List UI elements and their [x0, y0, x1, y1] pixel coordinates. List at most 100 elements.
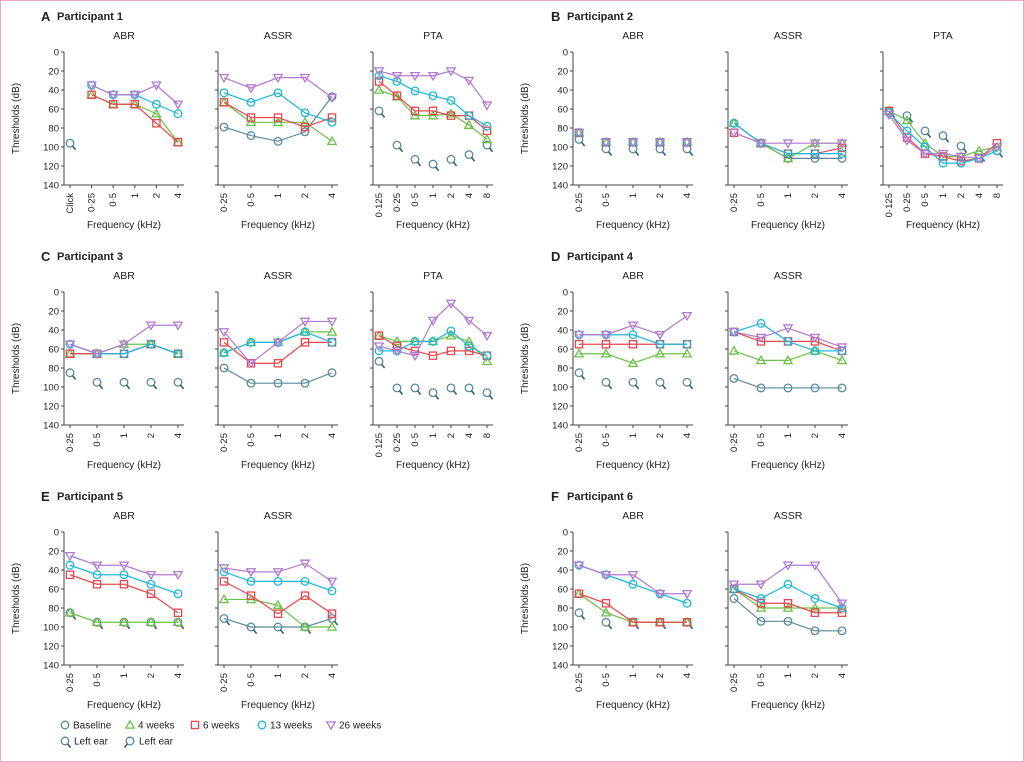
left-ear-tail	[580, 141, 586, 147]
y-tick-label: 40	[557, 566, 568, 577]
x-tick-label: 0·5	[601, 433, 612, 447]
x-tick-label: 2	[151, 193, 162, 198]
series-baseline	[374, 106, 494, 172]
series-line	[223, 101, 333, 128]
data-point	[219, 88, 229, 98]
data-point	[901, 114, 913, 125]
x-tick-label: 0·25	[392, 433, 403, 452]
data-point	[326, 93, 338, 104]
y-tick-label: 20	[557, 67, 568, 78]
data-point	[682, 598, 692, 608]
data-point	[173, 589, 183, 599]
participant-label: Participant 5	[57, 491, 123, 503]
x-tick-label: 1	[783, 193, 794, 198]
data-point	[273, 113, 283, 122]
x-axis-label: Frequency (kHz)	[751, 220, 825, 231]
series-line	[733, 588, 842, 614]
data-point	[654, 348, 666, 358]
x-axis-label: Frequency (kHz)	[87, 460, 161, 471]
data-point	[327, 117, 337, 127]
data-point	[681, 311, 693, 322]
data-point	[446, 383, 456, 393]
data-point	[218, 593, 230, 604]
x-tick-label: 4	[837, 193, 848, 198]
data-point	[756, 318, 766, 328]
y-tick-label: 80	[48, 124, 59, 135]
data-point	[427, 71, 439, 82]
panel-letter: C	[41, 249, 51, 264]
data-point	[152, 119, 161, 128]
data-point	[783, 149, 793, 159]
left-ear-tail	[607, 151, 613, 156]
data-point	[300, 591, 310, 600]
series-line	[69, 612, 178, 623]
data-point	[392, 383, 402, 393]
series-baseline	[374, 356, 494, 400]
series-6-weeks	[574, 589, 692, 627]
x-tick-label: Click	[65, 193, 76, 214]
x-axis-label: Frequency (kHz)	[751, 700, 825, 711]
y-axis-label: Thresholds (dB)	[11, 323, 22, 394]
x-tick-label: 2	[810, 673, 821, 678]
data-point	[373, 84, 385, 94]
x-tick-label: 4	[682, 193, 693, 198]
left-ear-tail	[470, 390, 476, 396]
panel-letter: B	[551, 9, 560, 24]
series-baseline	[65, 138, 77, 151]
data-point	[482, 351, 492, 361]
left-ear-tail	[398, 390, 404, 396]
x-tick-label: 4	[173, 673, 184, 678]
data-point	[326, 135, 338, 146]
data-point	[374, 346, 384, 356]
series-line	[223, 101, 333, 142]
x-tick-label: 2	[300, 673, 311, 678]
y-tick-label: 120	[552, 162, 568, 173]
left-ear-tail	[634, 151, 640, 156]
series-4-weeks	[728, 345, 848, 365]
left-ear-tail	[98, 384, 104, 390]
series-line	[223, 92, 333, 123]
x-tick-label: 0·5	[756, 193, 767, 207]
x-tick-label: 0·5	[92, 673, 103, 687]
y-axis-label: Thresholds (dB)	[11, 563, 22, 634]
data-point	[836, 354, 848, 365]
data-point	[573, 128, 585, 139]
data-point	[374, 356, 384, 366]
data-point	[755, 580, 767, 590]
data-point	[482, 121, 492, 131]
data-point	[682, 618, 692, 627]
data-point	[409, 351, 421, 362]
data-point	[573, 348, 585, 358]
panel-12: E Participant 5 ABR 0 20 40 60 80 100 120 140 Thres…	[11, 489, 185, 711]
x-tick-label: 2	[956, 193, 967, 198]
data-point	[246, 591, 256, 600]
data-point	[901, 136, 913, 146]
data-point	[600, 330, 612, 341]
legend-left-ear-tail	[66, 743, 72, 749]
x-tick-label: 4	[173, 193, 184, 198]
y-tick-label: 120	[43, 162, 59, 173]
data-point	[902, 111, 912, 121]
series-26-weeks	[573, 561, 693, 600]
data-point	[729, 118, 739, 128]
data-point	[937, 149, 949, 160]
legend-marker	[190, 720, 200, 730]
test-title: ABR	[113, 30, 135, 42]
test-title: ASSR	[264, 270, 293, 282]
data-point	[655, 339, 665, 349]
y-tick-label: 0	[54, 48, 59, 59]
data-point	[219, 98, 229, 107]
data-point	[573, 330, 585, 341]
y-tick-label: 40	[557, 86, 568, 97]
panel-15: ASSR 0·25 0·5 1 2 4 Frequency (kHz)	[725, 510, 848, 711]
data-point	[299, 73, 311, 84]
participant-label: Participant 3	[57, 251, 123, 263]
data-point	[107, 90, 119, 101]
data-point	[481, 355, 493, 366]
data-point	[783, 616, 793, 626]
data-point	[729, 584, 739, 594]
data-point	[172, 570, 184, 581]
series-13-weeks	[374, 71, 492, 131]
data-point	[374, 106, 384, 116]
data-point	[410, 383, 420, 393]
